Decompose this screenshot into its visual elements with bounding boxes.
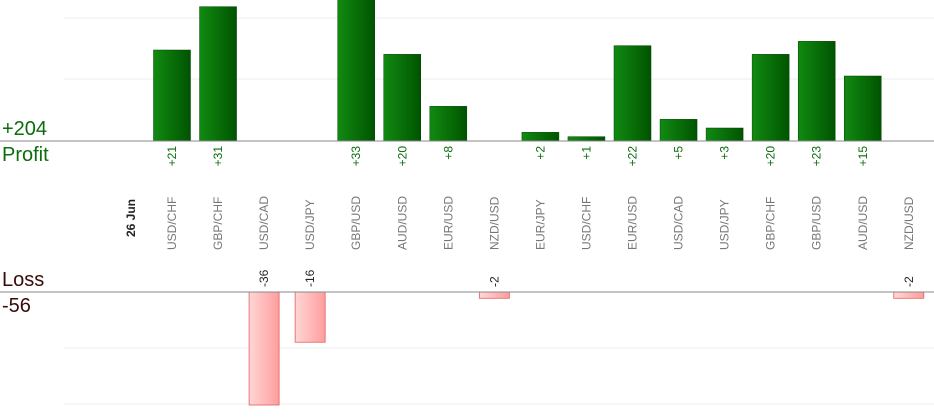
category-label: NZD/USD [902,196,916,250]
profit-bar [659,119,698,142]
profit-value-label: +20 [395,146,409,167]
category-label: AUD/USD [395,196,409,250]
loss-bar [478,291,510,299]
profit-value-label: +15 [856,146,870,167]
profit-value-label: +31 [211,146,225,167]
profit-value-label: +5 [672,146,686,160]
bars [153,0,925,406]
category-label: USD/CHF [579,197,593,250]
profit-value-label: +8 [441,146,455,160]
loss-bar [294,291,326,343]
profit-bar [521,132,560,142]
profit-bar [797,41,836,142]
category-label: USD/CHF [165,197,179,250]
category-label: USD/CAD [257,196,271,250]
loss-value-label: -2 [902,276,916,287]
loss-bar [248,291,280,406]
loss-bar [893,291,925,299]
profit-bar [153,49,191,142]
labels: 26 Jun +21 USD/CHF +31 GBP/CHF -36 USD/CAD -16 U… [124,146,916,287]
profit-bar [567,136,606,142]
category-label: USD/CAD [672,196,686,250]
profit-value-label: +23 [810,146,824,167]
profit-value-label: +1 [579,146,593,160]
loss-total: -56 [2,295,31,317]
profit-bar [751,54,790,142]
date-label: 26 Jun [124,199,138,237]
profit-value-label: +22 [626,146,640,167]
category-label: GBP/USD [810,196,824,250]
category-label: GBP/USD [349,196,363,250]
profit-value-label: +20 [764,146,778,167]
category-label: USD/JPY [303,199,317,250]
profit-label: Profit [2,144,49,166]
category-label: USD/JPY [718,199,732,250]
profit-bar [429,106,468,142]
category-label: GBP/CHF [211,197,225,250]
loss-value-label: -16 [303,269,317,287]
category-label: EUR/USD [626,196,640,250]
profit-bar [844,75,882,142]
profit-total: +204 [2,118,48,140]
category-label: NZD/USD [487,196,501,250]
profit-value-label: +33 [349,146,363,167]
category-label: AUD/USD [856,196,870,250]
profit-value-label: +2 [533,146,547,160]
axes [0,140,934,293]
category-label: EUR/JPY [533,199,547,250]
profit-value-label: +3 [718,146,732,160]
profit-bar [613,45,652,142]
loss-label: Loss [2,269,45,291]
profit-bar [383,54,421,142]
profit-value-label: +21 [165,146,179,167]
profit-bar [705,127,744,142]
loss-value-label: -36 [257,269,271,287]
profit-bar [337,0,375,142]
profit-bar [199,6,237,142]
loss-value-label: -2 [487,276,501,287]
category-label: EUR/USD [441,196,455,250]
category-label: GBP/CHF [764,197,778,250]
